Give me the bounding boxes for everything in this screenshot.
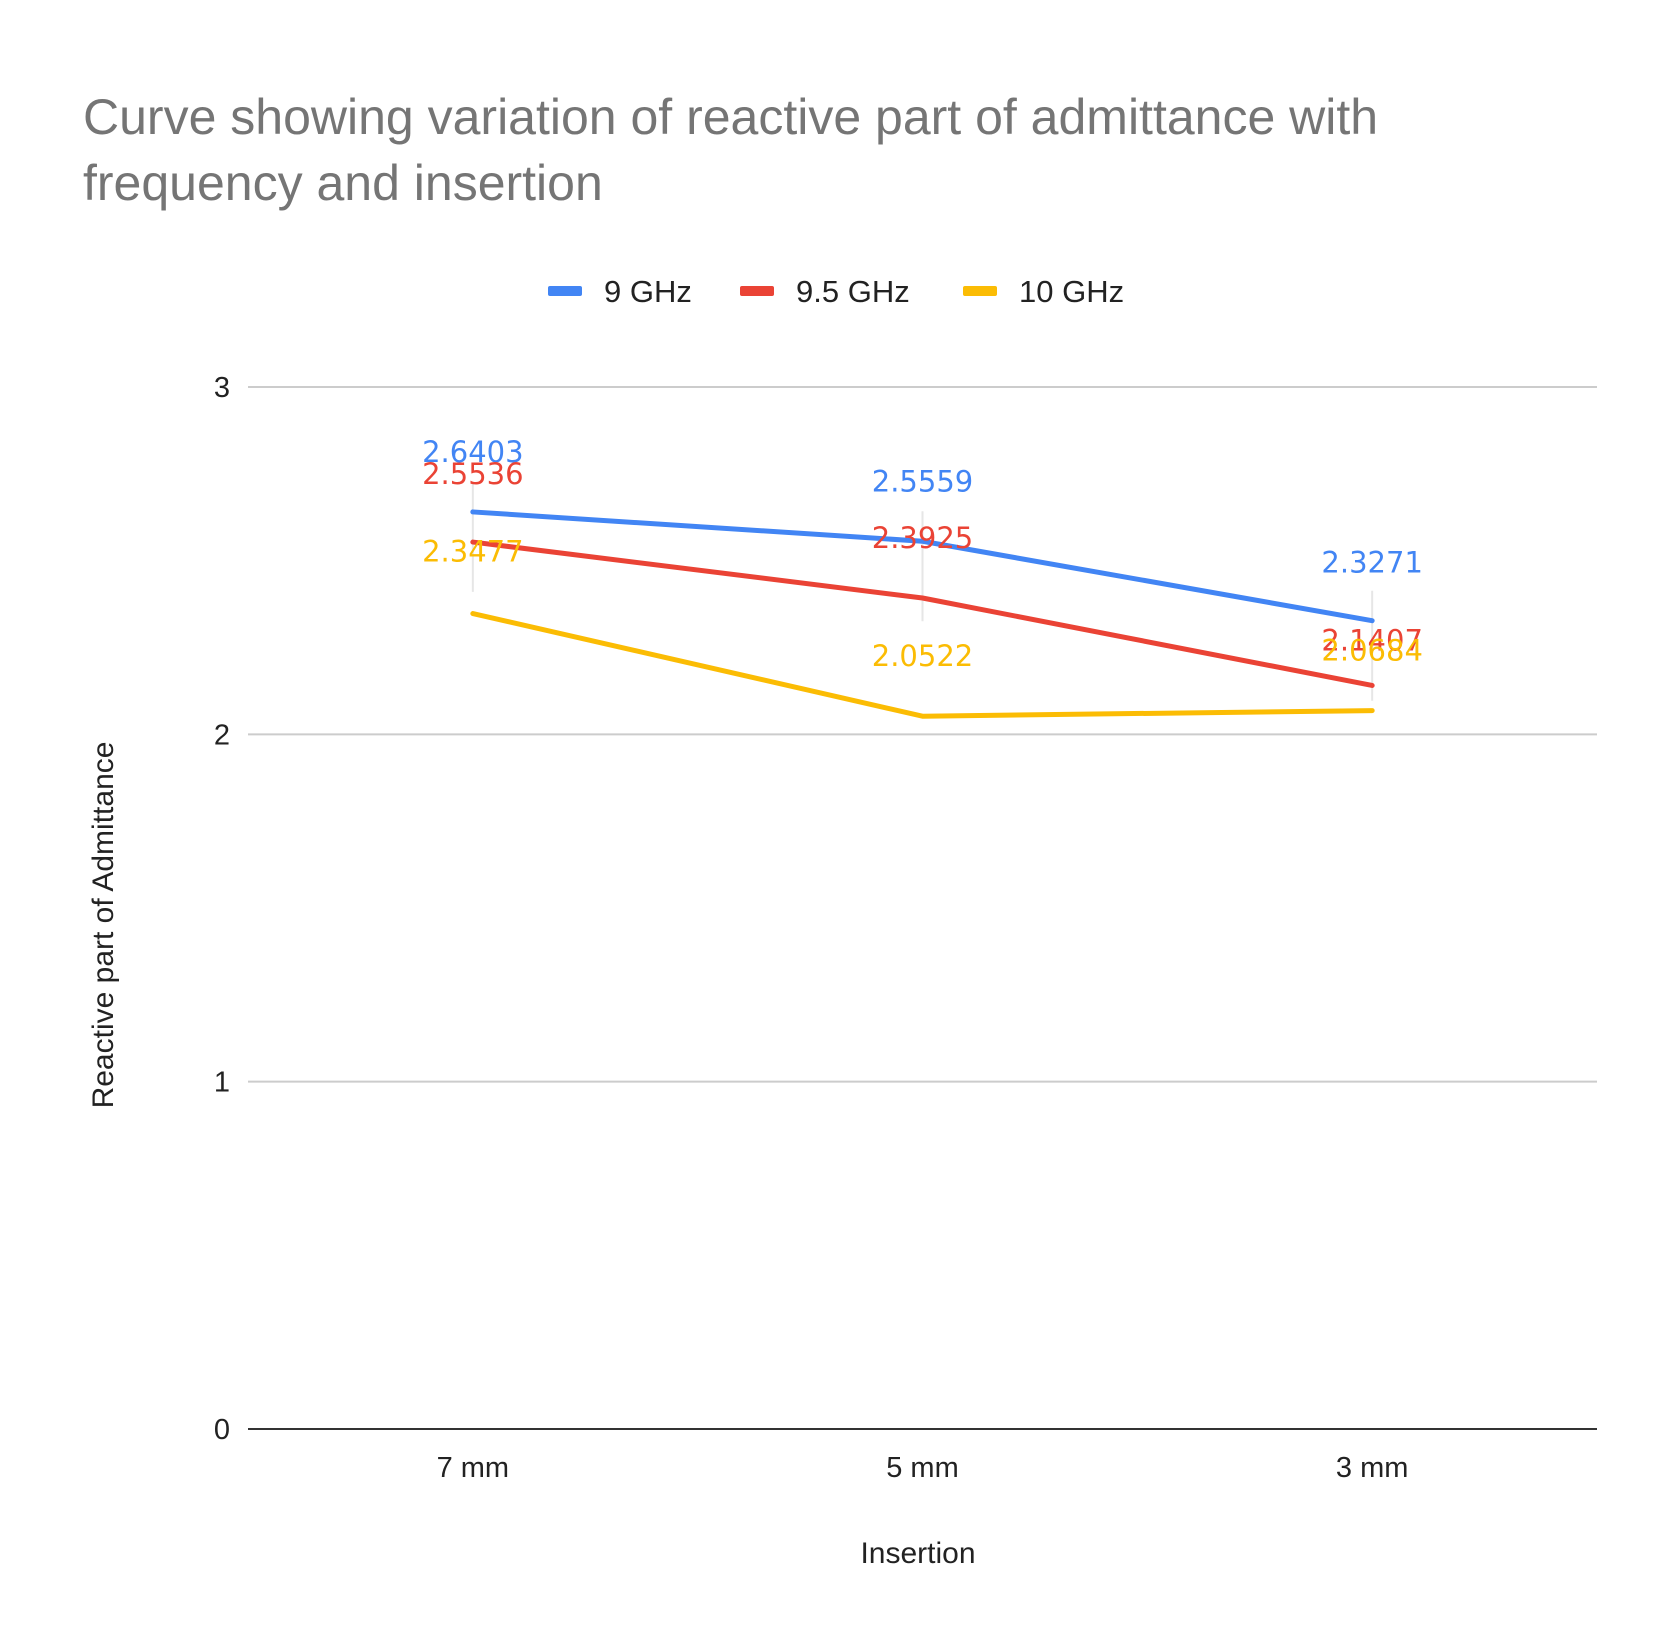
legend-label: 9 GHz — [604, 274, 692, 309]
data-label: 2.3925 — [872, 521, 973, 555]
data-label: 2.6403 — [422, 435, 523, 469]
series-line-9-ghz — [470, 509, 1375, 624]
data-label: 2.0522 — [872, 639, 973, 673]
y-tick-label: 3 — [214, 372, 230, 404]
series-lines — [470, 509, 1375, 719]
legend-swatch — [963, 286, 997, 296]
legend-label: 10 GHz — [1019, 274, 1124, 309]
data-label: 2.5536 — [422, 457, 523, 491]
gridlines — [248, 386, 1597, 1430]
y-tick-label: 2 — [214, 719, 230, 751]
chart-title-line-1: Curve showing variation of reactive part… — [83, 89, 1378, 145]
y-axis-ticks: 0 1 2 3 — [214, 372, 230, 1446]
legend-swatch — [548, 286, 582, 296]
x-tick-label: 5 mm — [886, 1452, 959, 1484]
legend-label: 9.5 GHz — [796, 274, 910, 309]
y-tick-label: 1 — [214, 1067, 230, 1099]
legend: 9 GHz 9.5 GHz 10 GHz — [548, 274, 1124, 309]
data-label: 2.5559 — [872, 464, 973, 498]
data-labels: 2.6403 2.5559 2.3271 2.5536 2.3925 2.1407 2.34… — [422, 435, 1423, 673]
x-tick-label: 3 mm — [1336, 1452, 1409, 1484]
series-line-10-ghz — [470, 611, 1375, 719]
legend-swatch — [740, 286, 774, 296]
x-axis-title: Insertion — [860, 1537, 975, 1570]
chart-title-line-2: frequency and insertion — [83, 155, 603, 211]
x-axis-ticks: 7 mm 5 mm 3 mm — [437, 1452, 1409, 1484]
x-tick-label: 7 mm — [437, 1452, 510, 1484]
series-line-9.5-ghz — [470, 539, 1375, 688]
data-label: 2.3271 — [1321, 546, 1422, 580]
data-label: 2.3477 — [422, 535, 523, 569]
y-axis-title: Reactive part of Admittance — [87, 742, 120, 1109]
data-label: 2.0684 — [1321, 634, 1422, 668]
data-label: 2.1407 — [1321, 623, 1422, 657]
y-tick-label: 0 — [214, 1414, 230, 1446]
